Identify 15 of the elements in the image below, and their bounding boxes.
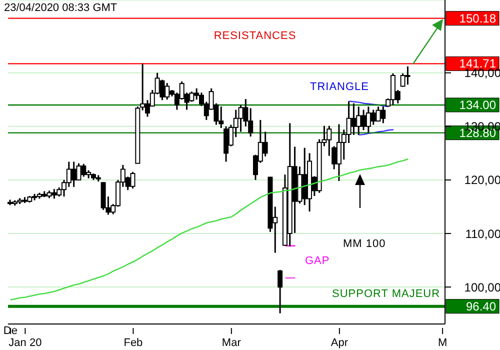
annotation: TRIANGLE — [310, 81, 370, 94]
annotation: GAP — [305, 255, 330, 267]
annotation: SUPPORT MAJEUR — [332, 288, 440, 300]
chart-title: 23/04/2020 08:33 GMT — [4, 2, 118, 14]
ref-line-label: 134.00 — [459, 98, 496, 112]
x-tick-label: Jan 20 — [8, 337, 42, 349]
x-tick-label: Mar — [222, 337, 242, 349]
annotation: MM 100 — [343, 238, 386, 250]
x-tick-label: Feb — [124, 337, 143, 349]
ref-line-label: 96.40 — [466, 299, 496, 314]
annotation: RESISTANCES — [214, 30, 296, 42]
candlestick — [278, 269, 283, 314]
ref-line-label: 150.18 — [459, 11, 496, 26]
x-tick-label: Apr — [330, 337, 348, 349]
x-tick-label: M — [438, 337, 448, 349]
